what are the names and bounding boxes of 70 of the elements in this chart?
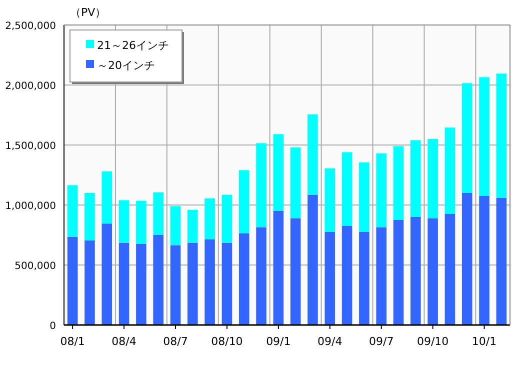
bar — [153, 192, 164, 235]
x-tick-label: 08/4 — [112, 335, 136, 348]
y-tick-label: 1,000,000 — [5, 201, 56, 212]
bar — [136, 200, 146, 244]
bar — [376, 227, 386, 325]
x-tick-label: 09/4 — [318, 335, 342, 348]
bar — [136, 244, 146, 325]
bar — [359, 162, 370, 232]
bar — [118, 200, 130, 243]
bar — [118, 242, 130, 325]
bar — [308, 114, 318, 195]
bar — [238, 233, 250, 325]
x-tick-label: 08/10 — [211, 335, 243, 348]
bar — [170, 206, 181, 246]
bar — [273, 211, 284, 325]
bar — [222, 194, 232, 243]
bar — [204, 198, 215, 240]
x-tick-label: 10/1 — [472, 335, 497, 348]
bar — [238, 170, 250, 234]
bar — [479, 77, 490, 196]
y-tick-label: 0 — [50, 321, 56, 332]
bar — [444, 128, 456, 214]
bar — [462, 83, 472, 193]
y-tick-label: 500,000 — [14, 261, 56, 272]
x-tick-label: 09/10 — [416, 335, 449, 348]
bar — [188, 242, 198, 325]
bar — [376, 153, 386, 228]
bar — [410, 140, 421, 217]
bar — [324, 232, 336, 325]
bar — [102, 224, 112, 325]
bar — [102, 171, 112, 224]
bar — [290, 147, 301, 218]
y-axis-title: （PV） — [70, 6, 106, 19]
bar — [342, 226, 352, 325]
bar — [256, 143, 266, 228]
legend-label: ～20インチ — [97, 59, 155, 72]
bar — [359, 232, 370, 325]
bar — [393, 146, 404, 220]
legend-label: 21～26インチ — [97, 39, 169, 52]
y-tick-label: 2,000,000 — [5, 81, 56, 92]
bar — [462, 193, 472, 325]
bar — [479, 196, 490, 325]
bar — [188, 210, 198, 243]
bar — [342, 152, 352, 226]
x-tick-label: 08/1 — [60, 335, 85, 348]
bar — [428, 218, 438, 325]
bar — [273, 134, 284, 211]
bar — [324, 168, 336, 232]
bar — [393, 220, 404, 325]
bar — [170, 245, 181, 325]
bar — [496, 198, 507, 325]
bar — [204, 239, 215, 325]
bar — [444, 214, 456, 325]
x-tick-label: 08/7 — [163, 335, 188, 348]
bar — [222, 242, 232, 325]
y-tick-label: 2,500,000 — [5, 21, 56, 32]
bar — [153, 235, 164, 325]
bar — [428, 139, 438, 218]
bar — [67, 185, 78, 237]
x-tick-label: 09/1 — [266, 335, 291, 348]
y-tick-label: 1,500,000 — [5, 141, 56, 152]
bar — [496, 74, 507, 198]
bar — [84, 193, 95, 240]
bar — [84, 240, 95, 325]
bar — [256, 227, 266, 325]
bar — [308, 194, 318, 325]
x-tick-label: 09/7 — [368, 335, 394, 348]
bar — [67, 236, 78, 325]
bar — [410, 217, 421, 325]
bar — [290, 218, 301, 325]
